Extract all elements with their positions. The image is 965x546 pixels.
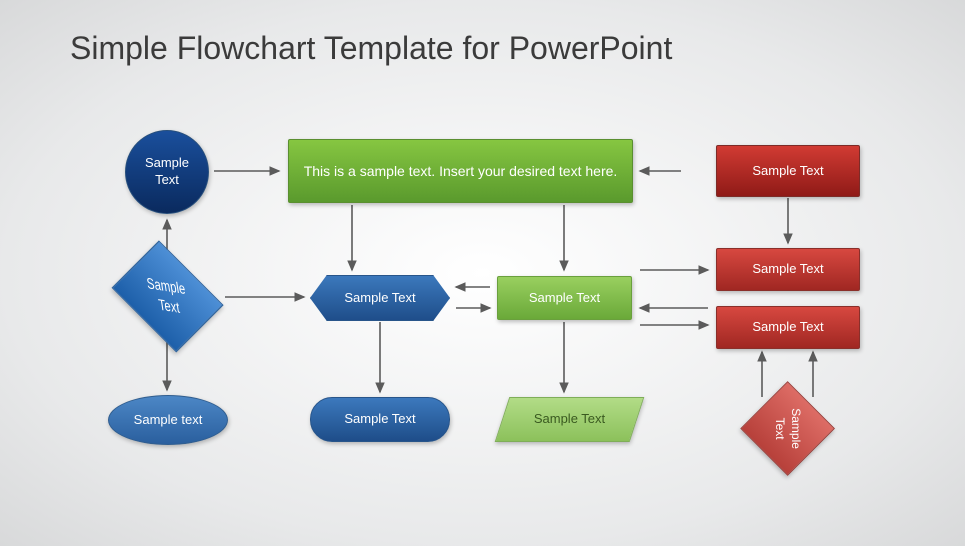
flowchart-canvas: Sample Text This is a sample text. Insert…: [0, 0, 965, 546]
node-label: This is a sample text. Insert your desir…: [304, 162, 618, 180]
flowchart-node-circle: Sample Text: [125, 130, 209, 214]
node-label: Sample Text: [534, 411, 605, 428]
flowchart-node-diamond: Sample Text: [112, 241, 224, 353]
node-label: Sample Text: [344, 411, 415, 428]
node-label: Sample Text: [344, 290, 415, 307]
flowchart-node-redMid1: Sample Text: [716, 248, 860, 291]
node-label: Sample text: [134, 412, 203, 429]
flowchart-node-redTopRight: Sample Text: [716, 145, 860, 197]
flowchart-node-ellipseBottom: Sample text: [108, 395, 228, 445]
flowchart-node-paraBottom: Sample Text: [495, 397, 645, 442]
node-label: Sample Text: [772, 404, 803, 453]
flowchart-node-diamondRed: Sample Text: [740, 381, 835, 476]
node-label: Sample Text: [134, 155, 200, 189]
node-label: Sample Text: [752, 261, 823, 278]
node-label: Sample Text: [144, 274, 193, 321]
flowchart-node-redMid2: Sample Text: [716, 306, 860, 349]
flowchart-node-greenWide: This is a sample text. Insert your desir…: [288, 139, 633, 203]
flowchart-node-hexBlue: Sample Text: [310, 275, 450, 321]
node-label: Sample Text: [752, 319, 823, 336]
flowchart-node-greenMid: Sample Text: [497, 276, 632, 320]
node-label: Sample Text: [529, 290, 600, 307]
flowchart-node-roundedBottom: Sample Text: [310, 397, 450, 442]
node-label: Sample Text: [752, 163, 823, 180]
